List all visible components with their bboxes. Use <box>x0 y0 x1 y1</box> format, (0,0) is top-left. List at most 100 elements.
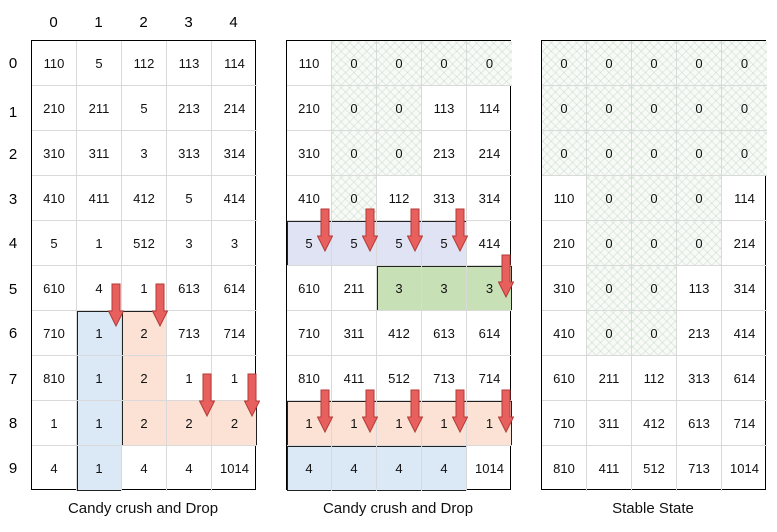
grid-cell: 1 <box>377 401 422 446</box>
grid-cell: 1 <box>422 401 467 446</box>
grid-cell: 0 <box>587 176 632 221</box>
grid-cell: 0 <box>632 311 677 356</box>
drop-arrow-icon <box>406 208 424 253</box>
grid-cell: 311 <box>77 131 122 176</box>
caption-panel-2: Candy crush and Drop <box>322 500 474 517</box>
grid-cell: 211 <box>587 356 632 401</box>
grid-cell: 1014 <box>475 461 504 476</box>
grid-cell: 214 <box>212 86 257 131</box>
grid-cell: 411 <box>332 356 377 401</box>
row-label-0: 0 <box>8 55 18 72</box>
grid-cell: 713 <box>422 356 467 401</box>
grid-cell: 0 <box>632 221 677 266</box>
col-label-1: 1 <box>94 14 103 31</box>
grid-cell: 211 <box>332 266 377 311</box>
grid-cell: 4 <box>32 446 77 491</box>
grid-cell: 0 <box>332 131 377 176</box>
grid-cell: 1 <box>287 401 332 446</box>
grid-cell: 4 <box>332 446 377 491</box>
grid-cell: 0 <box>332 176 377 221</box>
grid-cell: 0 <box>587 221 632 266</box>
grid-cell: 714 <box>722 401 767 446</box>
grid-cell: 310 <box>542 266 587 311</box>
grid-cell: 0 <box>377 131 422 176</box>
panel-stable-state: 0 0 0 0 0 0 0 0 0 0 0 0 0 0 0 110 0 0 0 114 210 0 0 0 214 310 0 0 11… <box>541 40 767 491</box>
grid-cell: 412 <box>122 176 167 221</box>
row-label-4: 4 <box>8 235 18 252</box>
grid-cell: 313 <box>167 131 212 176</box>
grid-cell: 112 <box>122 41 167 86</box>
row-label-2: 2 <box>8 146 18 163</box>
grid-cell: 214 <box>722 221 767 266</box>
col-label-4: 4 <box>229 14 238 31</box>
grid-cell: 1014 <box>220 461 249 476</box>
row-label-6: 6 <box>8 325 18 342</box>
grid-cell: 1 <box>77 401 122 446</box>
grid-cell: 4 <box>377 446 422 491</box>
col-label-3: 3 <box>184 14 193 31</box>
grid-cell: 0 <box>467 41 512 86</box>
grid-cell: 710 <box>32 311 77 356</box>
grid-cell: 0 <box>677 176 722 221</box>
grid-cell: 0 <box>332 86 377 131</box>
grid-cell: 613 <box>677 401 722 446</box>
grid-cell: 4 <box>77 266 122 311</box>
drop-arrow-icon <box>451 389 469 434</box>
grid-cell: 410 <box>32 176 77 221</box>
grid-cell: 5 <box>122 86 167 131</box>
grid-cell: 410 <box>287 176 332 221</box>
grid-cell: 411 <box>587 446 632 491</box>
grid-cell: 0 <box>722 131 767 176</box>
grid-cell: 4 <box>422 446 467 491</box>
grid-cell: 5 <box>377 221 422 266</box>
grid-cell: 2 <box>122 311 167 356</box>
grid-cell: 213 <box>677 311 722 356</box>
drop-arrow-icon <box>451 208 469 253</box>
crushed-region-blue <box>77 311 122 491</box>
grid-cell: 411 <box>77 176 122 221</box>
row-label-8: 8 <box>8 415 18 432</box>
grid-cell: 0 <box>587 311 632 356</box>
grid-cell: 314 <box>722 266 767 311</box>
grid-cell: 614 <box>722 356 767 401</box>
grid-cell: 1 <box>77 446 122 491</box>
grid-cell: 0 <box>632 266 677 311</box>
grid-cell: 2 <box>167 401 212 446</box>
grid-cell: 1 <box>122 266 167 311</box>
grid-cell: 610 <box>542 356 587 401</box>
drop-arrow-icon <box>107 283 125 328</box>
grid-cell: 0 <box>587 41 632 86</box>
grid-cell: 311 <box>332 311 377 356</box>
grid-cell: 314 <box>467 176 512 221</box>
crushed-region-green <box>377 266 512 311</box>
grid-cell: 713 <box>677 446 722 491</box>
row-label-3: 3 <box>8 191 18 208</box>
grid-cell: 0 <box>332 41 377 86</box>
grid-cell: 0 <box>632 86 677 131</box>
grid-cell: 613 <box>422 311 467 356</box>
grid-cell: 311 <box>587 401 632 446</box>
grid-cell: 0 <box>677 221 722 266</box>
grid-cell: 414 <box>722 311 767 356</box>
grid-cell: 4 <box>287 446 332 491</box>
row-label-9: 9 <box>8 460 18 477</box>
grid-cell: 0 <box>677 86 722 131</box>
grid-cell: 114 <box>212 41 257 86</box>
grid-cell: 210 <box>542 221 587 266</box>
grid-cell: 1 <box>332 401 377 446</box>
grid-cell: 0 <box>587 86 632 131</box>
panel-step-2: 110 0 0 0 0 210 0 0 113 114 310 0 0 213 214 410 0 112 313 3… <box>286 40 512 491</box>
drop-arrow-icon <box>497 389 515 434</box>
grid-cell: 310 <box>32 131 77 176</box>
grid-cell: 410 <box>542 311 587 356</box>
grid-cell: 5 <box>422 221 467 266</box>
grid-cell: 0 <box>587 131 632 176</box>
grid-cell: 0 <box>677 131 722 176</box>
grid-cell: 3 <box>212 221 257 266</box>
grid-cell: 1 <box>77 356 122 401</box>
grid-cell: 710 <box>542 401 587 446</box>
grid-cell: 614 <box>467 311 512 356</box>
col-label-2: 2 <box>139 14 148 31</box>
drop-arrow-icon <box>198 373 216 418</box>
drop-arrow-icon <box>406 389 424 434</box>
